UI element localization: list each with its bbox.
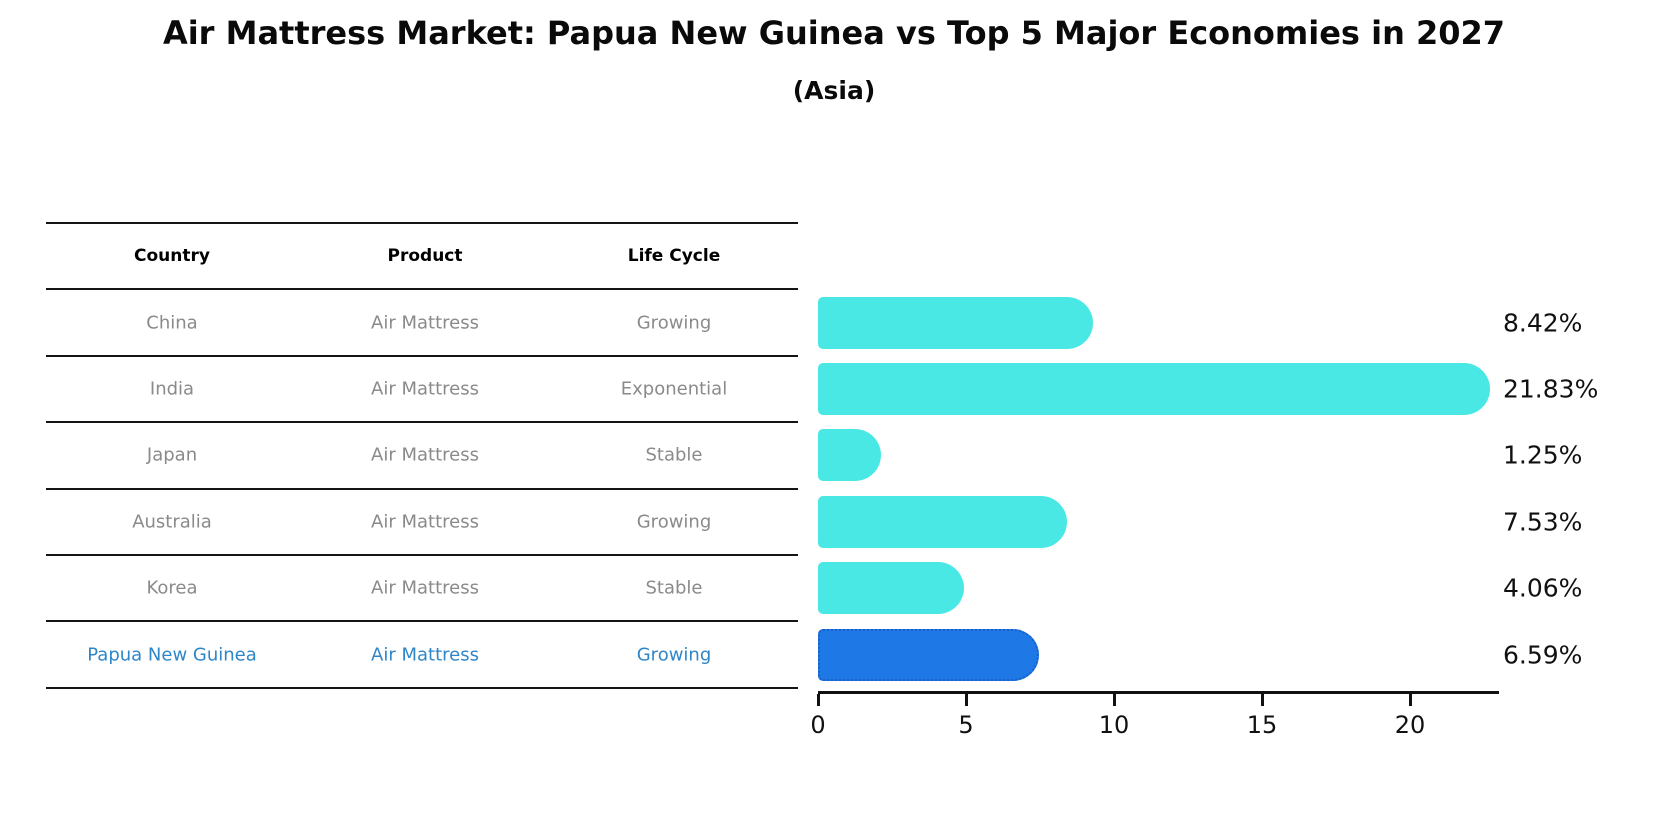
table-cell-product: Air Mattress <box>371 577 479 599</box>
table-cell-life-cycle: Stable <box>645 444 703 466</box>
x-axis-tick-label: 0 <box>810 711 826 739</box>
table-header-life-cycle: Life Cycle <box>627 246 721 267</box>
table-cell-product: Air Mattress <box>371 644 479 666</box>
table-rule <box>46 354 798 357</box>
table-header-country: Country <box>134 246 210 267</box>
x-axis-tick <box>1112 694 1116 706</box>
bar <box>818 429 881 482</box>
table-cell-life-cycle: Exponential <box>620 378 728 400</box>
x-axis-line <box>818 691 1499 694</box>
table-rule <box>46 222 798 224</box>
table-cell-life-cycle: Growing <box>636 511 712 533</box>
bar-value-label: 7.53% <box>1503 507 1583 537</box>
bar-value-label: 21.83% <box>1503 374 1599 404</box>
table-rule <box>46 554 798 556</box>
table-rule <box>46 288 798 291</box>
table-rule <box>46 686 798 689</box>
table-cell-product: Air Mattress <box>371 378 479 400</box>
table-cell-country: Korea <box>146 577 198 599</box>
table-rule <box>46 487 798 490</box>
bar-value-label: 4.06% <box>1503 573 1583 603</box>
table-cell-country: Papua New Guinea <box>87 644 257 666</box>
table-cell-product: Air Mattress <box>371 312 479 334</box>
x-axis-tick-label: 5 <box>958 711 974 739</box>
x-axis-tick <box>1260 694 1264 706</box>
table-cell-country: India <box>149 378 195 400</box>
x-axis-tick-label: 10 <box>1098 711 1130 739</box>
highlight-bar <box>818 628 1040 681</box>
table-cell-country: Australia <box>132 511 212 533</box>
bar <box>818 363 1491 415</box>
chart-title: Air Mattress Market: Papua New Guinea vs… <box>162 14 1506 52</box>
x-axis-tick <box>1408 694 1412 706</box>
table-cell-life-cycle: Growing <box>636 644 712 666</box>
bar-value-label: 6.59% <box>1503 640 1583 670</box>
x-axis-tick <box>816 694 820 706</box>
table-cell-life-cycle: Stable <box>645 577 703 599</box>
x-axis-tick-label: 20 <box>1394 711 1426 739</box>
chart-subtitle: (Asia) <box>792 76 876 105</box>
table-cell-product: Air Mattress <box>371 444 479 466</box>
table-cell-life-cycle: Growing <box>636 312 712 334</box>
table-cell-country: China <box>146 312 198 334</box>
bar-value-label: 1.25% <box>1503 440 1583 470</box>
table-header-product: Product <box>387 246 463 267</box>
table-rule <box>46 620 798 623</box>
bar-value-label: 8.42% <box>1503 308 1583 338</box>
x-axis-tick <box>964 694 968 706</box>
x-axis-tick-label: 15 <box>1246 711 1278 739</box>
table-cell-product: Air Mattress <box>371 511 479 533</box>
bar <box>818 562 965 615</box>
bar <box>818 495 1067 548</box>
table-cell-country: Japan <box>146 444 198 466</box>
table-rule <box>46 421 798 424</box>
bar <box>818 296 1094 349</box>
